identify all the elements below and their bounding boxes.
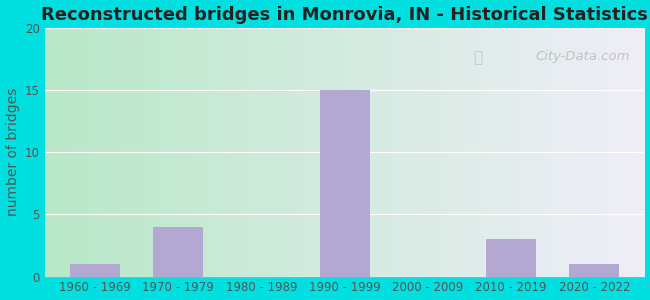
Y-axis label: number of bridges: number of bridges [6, 88, 20, 216]
Text: ⦿: ⦿ [473, 50, 482, 65]
Bar [320, 90, 370, 277]
Text: City-Data.com: City-Data.com [535, 50, 629, 63]
Bar [70, 264, 120, 277]
Bar [569, 264, 619, 277]
Bar [153, 227, 203, 277]
Title: Reconstructed bridges in Monrovia, IN - Historical Statistics: Reconstructed bridges in Monrovia, IN - … [41, 6, 648, 24]
Bar [486, 239, 536, 277]
